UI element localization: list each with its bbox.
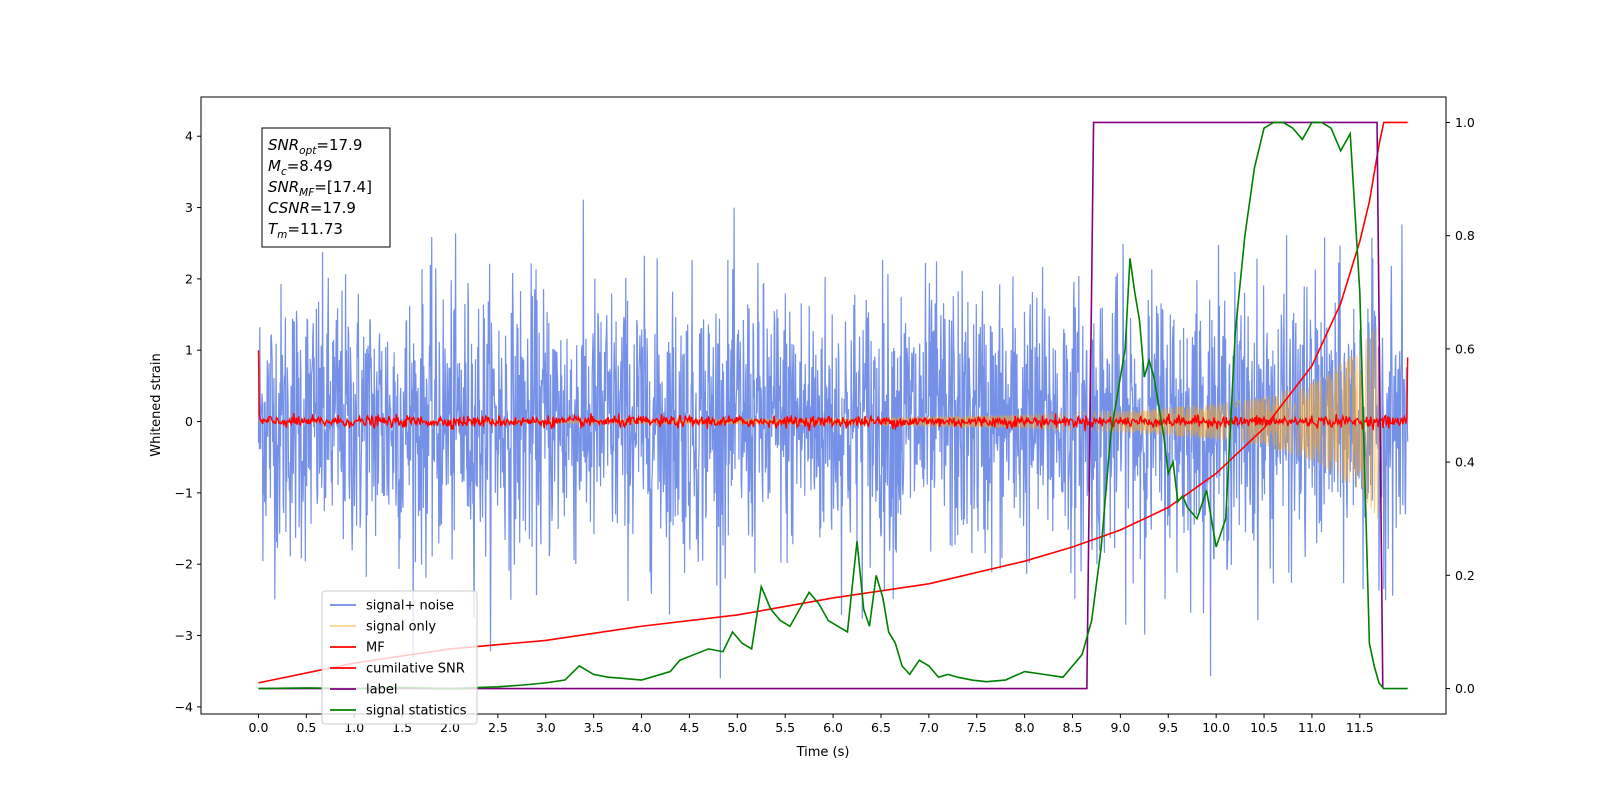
info-line: SNRopt=17.9 (268, 136, 362, 157)
x-tick-label: 8.5 (1063, 720, 1083, 735)
y-tick-label: −1 (175, 485, 193, 500)
x-tick-label: 5.0 (727, 720, 747, 735)
info-line: CSNR=17.9 (268, 199, 356, 217)
y-tick-label: −4 (175, 699, 193, 714)
y-tick-label: 1 (185, 343, 193, 358)
y2-tick-label: 0.0 (1455, 681, 1475, 696)
x-tick-label: 6.5 (871, 720, 891, 735)
x-tick-label: 8.0 (1015, 720, 1035, 735)
x-tick-label: 11.0 (1298, 720, 1326, 735)
x-tick-label: 0.5 (296, 720, 316, 735)
legend-label: signal only (366, 620, 436, 635)
legend: signal+ noise signal only MF cumilative SNR… (321, 590, 478, 725)
y2-tick-label: 0.6 (1455, 341, 1475, 356)
y-tick-label: −3 (175, 628, 193, 643)
x-tick-label: 4.5 (679, 720, 699, 735)
y2-tick-label: 1.0 (1455, 115, 1475, 130)
legend-label: signal+ noise (366, 599, 454, 614)
y-axis-right: 0.0 0.2 0.4 0.6 0.8 1.0 (1446, 115, 1475, 696)
series-cumulative-snr (258, 121, 1408, 684)
y-axis-label: Whitened strain (149, 353, 164, 456)
series-mf (257, 350, 1409, 432)
plot-frame (200, 96, 1447, 715)
x-tick-label: 7.5 (967, 720, 987, 735)
x-axis-label: Time (s) (796, 745, 850, 760)
legend-label: MF (366, 641, 385, 656)
x-tick-label: 3.5 (584, 720, 604, 735)
y-tick-label: 4 (185, 129, 193, 144)
x-tick-label: 4.0 (632, 720, 652, 735)
x-tick-label: 9.5 (1158, 720, 1178, 735)
x-tick-label: 10.0 (1202, 720, 1230, 735)
x-tick-label: 2.5 (488, 720, 508, 735)
legend-label: signal statistics (366, 704, 467, 719)
x-tick-label: 7.0 (919, 720, 939, 735)
y-tick-label: 2 (185, 271, 193, 286)
y2-tick-label: 0.4 (1455, 455, 1475, 470)
x-tick-label: 10.5 (1250, 720, 1278, 735)
info-line: Tm=11.73 (268, 220, 343, 241)
series-signal-noise (257, 199, 1409, 679)
y-tick-label: 0 (185, 414, 193, 429)
legend-label: label (366, 683, 397, 698)
x-tick-label: 9.0 (1110, 720, 1130, 735)
x-tick-label: 5.5 (775, 720, 795, 735)
y2-tick-label: 0.2 (1455, 568, 1475, 583)
y-axis-left: −4 −3 −2 −1 0 1 2 3 4 (175, 129, 201, 714)
series-label (258, 121, 1384, 690)
x-tick-label: 0.0 (249, 720, 269, 735)
x-tick-label: 3.0 (536, 720, 556, 735)
series-signal-statistics (258, 121, 1408, 690)
x-tick-label: 11.5 (1346, 720, 1374, 735)
info-line: Mc=8.49 (268, 157, 333, 178)
plot-area (257, 121, 1409, 690)
x-tick-label: 6.0 (823, 720, 843, 735)
info-line: SNRMF=[17.4] (268, 178, 372, 199)
y2-tick-label: 0.8 (1455, 228, 1475, 243)
info-box-frame (261, 127, 391, 248)
legend-label: cumilative SNR (366, 662, 465, 677)
legend-frame (321, 590, 478, 725)
y-tick-label: −2 (175, 557, 193, 572)
y-tick-label: 3 (185, 200, 193, 215)
